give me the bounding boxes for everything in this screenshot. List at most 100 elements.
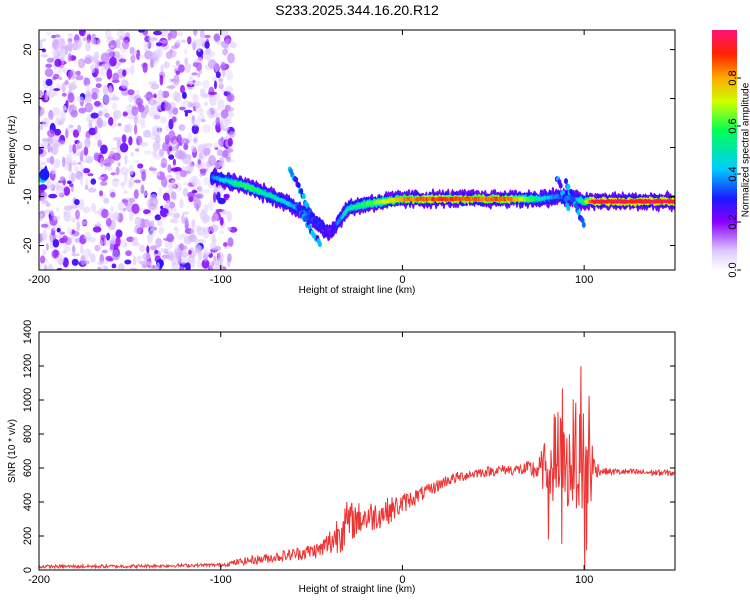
noise-blob	[149, 197, 158, 206]
noise-blob	[181, 258, 186, 265]
noise-blob	[141, 171, 146, 181]
snr-panel: -200 -100 0 1000200400600800100012001400 He…	[7, 320, 675, 595]
signal-cell	[569, 189, 573, 195]
noise-blob	[153, 111, 161, 115]
noise-blob	[72, 81, 76, 85]
noise-blob	[80, 164, 84, 174]
noise-blob	[183, 188, 189, 197]
noise-blob	[95, 77, 102, 81]
noise-blob	[172, 140, 177, 151]
noise-blob	[118, 263, 125, 272]
noise-blob	[179, 124, 186, 131]
noise-blob	[196, 62, 202, 71]
noise-blob	[53, 239, 60, 248]
noise-blob	[185, 112, 188, 117]
noise-blob	[62, 105, 66, 110]
signal-cell	[564, 196, 568, 202]
noise-blob	[191, 219, 195, 228]
noise-blob	[100, 157, 104, 167]
noise-blob	[77, 96, 84, 102]
noise-blob	[227, 253, 232, 262]
signal-cell	[318, 241, 322, 247]
noise-blob	[212, 234, 216, 243]
noise-blob	[198, 186, 202, 192]
spectrogram-ylabel: Frequency (Hz)	[7, 116, 18, 185]
noise-blob	[168, 154, 174, 159]
noise-blob	[94, 101, 101, 107]
noise-blob	[53, 88, 60, 91]
noise-blob	[106, 233, 110, 241]
noise-blob	[122, 69, 126, 76]
noise-blob	[39, 214, 43, 218]
signal-cell	[309, 212, 313, 218]
noise-blob	[95, 68, 99, 75]
noise-blob	[152, 126, 161, 136]
noise-blob	[184, 110, 193, 113]
spectrogram-marks	[35, 26, 676, 275]
noise-blob	[160, 117, 167, 124]
noise-blob	[128, 89, 135, 95]
noise-blob	[57, 70, 62, 74]
noise-blob	[188, 162, 193, 173]
noise-blob	[150, 220, 155, 231]
noise-blob	[46, 203, 51, 207]
noise-blob	[136, 256, 143, 259]
noise-blob	[85, 178, 88, 187]
noise-blob	[130, 55, 135, 64]
noise-blob	[190, 229, 195, 235]
noise-blob	[148, 263, 152, 274]
signal-cell	[297, 182, 301, 188]
noise-blob	[133, 256, 137, 265]
noise-blob	[75, 75, 83, 80]
noise-blob	[97, 221, 101, 227]
noise-blob	[178, 64, 185, 73]
noise-blob	[176, 39, 181, 44]
noise-blob	[91, 64, 96, 73]
noise-blob	[124, 173, 128, 184]
noise-blob	[132, 51, 138, 55]
noise-blob	[118, 162, 121, 166]
noise-blob	[110, 192, 116, 198]
noise-blob	[173, 159, 176, 166]
noise-blob	[98, 240, 103, 250]
noise-blob	[48, 194, 57, 199]
noise-blob	[116, 236, 121, 247]
noise-blob	[74, 172, 81, 180]
noise-blob	[118, 123, 121, 126]
noise-blob	[58, 38, 64, 43]
noise-blob	[150, 98, 154, 106]
noise-blob	[136, 228, 141, 234]
y-tick-label: 600	[22, 459, 34, 477]
noise-blob	[221, 160, 224, 164]
noise-blob	[69, 144, 73, 153]
noise-blob	[73, 160, 77, 164]
noise-blob	[202, 80, 209, 89]
noise-blob	[198, 239, 206, 243]
noise-blob	[96, 83, 102, 88]
noise-blob	[178, 151, 187, 160]
noise-blob	[88, 249, 92, 256]
noise-blob	[164, 61, 170, 69]
noise-blob	[45, 68, 53, 77]
noise-blob	[85, 96, 90, 101]
noise-blob	[200, 89, 206, 93]
noise-blob	[80, 245, 83, 255]
noise-blob	[192, 94, 198, 105]
noise-blob	[113, 110, 122, 119]
noise-blob	[67, 227, 72, 233]
noise-blob	[210, 225, 219, 232]
noise-blob	[187, 36, 191, 44]
noise-blob	[134, 180, 141, 184]
noise-blob	[204, 247, 208, 256]
noise-blob	[184, 49, 187, 55]
noise-blob	[222, 210, 228, 215]
noise-blob	[124, 190, 128, 194]
noise-blob	[134, 189, 139, 199]
noise-blob	[203, 189, 211, 193]
noise-blob	[71, 253, 80, 256]
noise-blob	[208, 200, 213, 210]
noise-blob	[106, 218, 112, 227]
noise-blob	[227, 53, 235, 64]
noise-blob	[128, 165, 134, 176]
noise-blob	[191, 72, 197, 75]
